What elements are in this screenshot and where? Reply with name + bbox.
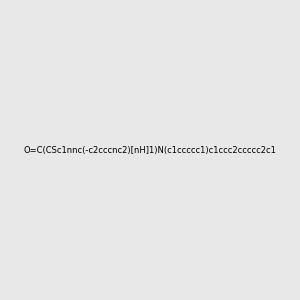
Text: O=C(CSc1nnc(-c2cccnc2)[nH]1)N(c1ccccc1)c1ccc2ccccc2c1: O=C(CSc1nnc(-c2cccnc2)[nH]1)N(c1ccccc1)c… [24,146,276,154]
